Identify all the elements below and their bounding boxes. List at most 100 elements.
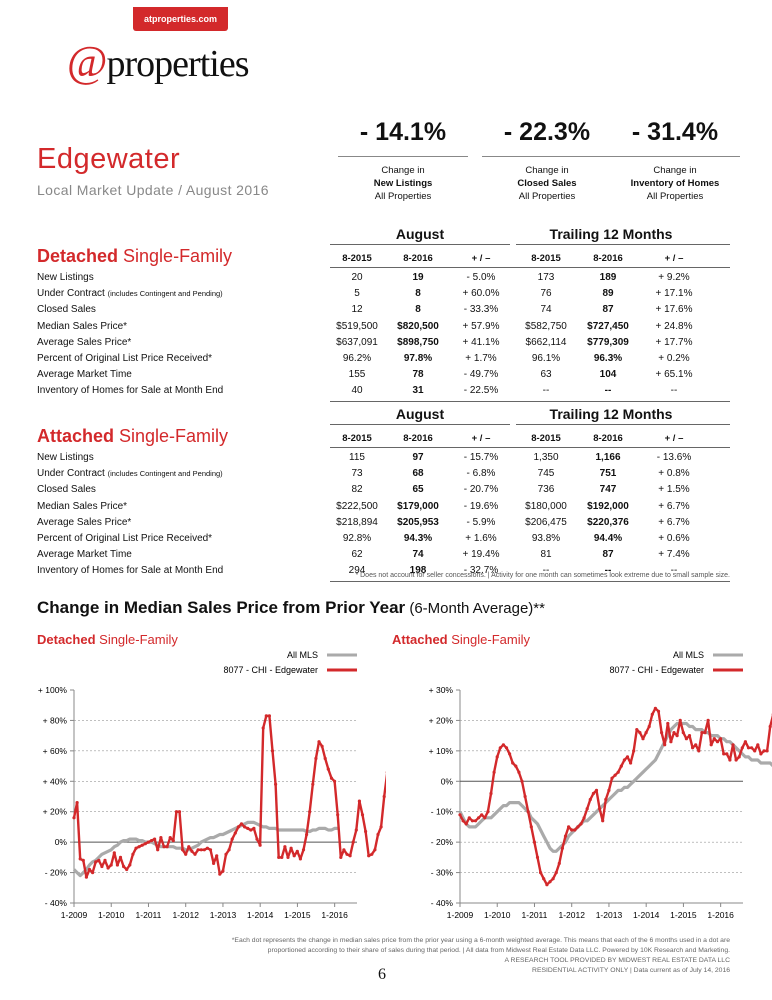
kpi-value: - 31.4% [631,118,719,146]
table-cell: 96.1% [531,353,561,364]
data-point [301,848,306,852]
data-point [295,849,299,853]
data-point [663,743,667,747]
table-cell: 294 [348,565,366,577]
row-label: Median Sales Price* [37,501,127,512]
attached-chart-title: Attached Single-Family [392,632,530,647]
data-point [675,734,679,738]
table-row: Median Sales Price* $519,500 $820,500 + 57.… [37,319,730,335]
detached-price-chart: All MLS 8077 - CHI - Edgewater + 100% + 80%… [38,650,386,920]
table-cell: 81 [540,549,552,561]
kpi-line1: Change in [525,165,569,176]
table-cell: + 0.8% [658,468,690,480]
data-point [270,749,275,753]
table-cell: - 13.6% [656,452,692,463]
data-point [137,845,141,849]
table-row: Average Sales Price* $637,091 $898,750 + 41… [37,335,730,351]
data-point [373,848,377,852]
column-header: + / – [471,433,491,444]
data-point [629,761,633,765]
data-point [678,718,682,722]
data-point [511,761,515,765]
table-row: Percent of Original List Price Received*… [37,351,730,367]
data-point [737,755,741,759]
data-point [529,825,533,829]
data-point [746,746,751,750]
detached-chart-title: Detached Single-Family [37,632,178,647]
table-cell: 62 [351,549,363,561]
data-point [252,826,256,830]
table-cell: - 33.3% [463,304,499,316]
table-cell: 97 [412,452,424,463]
x-tick-label: 1-2012 [558,910,585,920]
data-point [329,776,334,780]
table-cell: 74 [412,549,424,561]
data-point [165,845,169,849]
data-point [535,855,540,859]
row-label: Under Contract (includes Contingent and … [37,468,223,479]
table-cell: -- [604,385,612,397]
row-label-text: Inventory of Homes for Sale at Month End [37,565,224,577]
attached-chart-title-bold: Attached [392,632,448,647]
column-header: + / – [664,253,684,264]
table-cell: - 49.7% [463,369,499,381]
table-cell: 82 [351,484,363,496]
data-point [84,875,88,879]
data-point [261,726,265,730]
table-cell: 74 [540,304,552,316]
table-cell: 92.8% [342,533,372,544]
data-point [246,826,250,830]
table-cell: $180,000 [525,500,567,512]
y-tick-label: + 10% [429,746,454,756]
area-title: Edgewater [37,143,181,175]
brand-logo[interactable]: @properties [67,36,249,87]
data-point [81,858,85,862]
table-cell: 31 [412,385,424,397]
table-cell: - 5.9% [466,516,496,528]
table-cell: $582,750 [525,320,567,332]
data-point [221,869,225,873]
kpi-closed-sales: - 22.3% Change in Closed Sales All Prope… [482,118,612,203]
data-point [545,883,549,887]
group-heading-month: August [395,406,445,422]
table-cell: $206,475 [525,516,567,528]
y-tick-label: + 30% [429,685,454,695]
row-label: Inventory of Homes for Sale at Month End [37,385,223,396]
detached-title-rest: Single-Family [118,246,233,266]
data-point [115,863,119,867]
kpi-line3: All Properties [646,191,704,202]
table-cell: 1,166 [595,452,621,463]
y-tick-label: + 40% [43,776,68,786]
data-point [78,857,82,861]
data-point [283,845,287,849]
table-cell: 78 [412,369,424,381]
data-point [694,743,698,747]
table-cell: 63 [540,369,552,381]
data-point [159,836,163,840]
site-tag[interactable]: atproperties.com [133,7,228,31]
x-tick-label: 1-2010 [98,910,125,920]
y-tick-label: - 20% [45,868,68,878]
group-heading-trailing: Trailing 12 Months [549,226,673,242]
data-point [601,819,605,823]
data-point [489,791,493,796]
data-point [91,871,95,875]
table-row: Inventory of Homes for Sale at Month End… [37,563,730,579]
data-point [354,828,358,832]
column-header: 8-2015 [531,253,561,264]
table-cell: + 60.0% [462,288,500,300]
series-line-all-mls [72,820,338,878]
table-cell: - 20.7% [463,484,499,496]
group-rule [330,424,510,425]
table-row: Percent of Original List Price Received*… [37,531,730,547]
data-point [498,746,502,750]
data-point [591,791,595,796]
data-point [570,828,574,832]
table-row: Average Sales Price* $218,894 $205,953 - 5.… [37,515,730,531]
y-tick-label: + 100% [38,685,68,695]
table-cell: + 57.9% [462,320,500,332]
data-point [72,816,76,820]
data-point [156,848,160,852]
row-label: Closed Sales [37,304,96,315]
table-cell: 747 [599,484,617,496]
